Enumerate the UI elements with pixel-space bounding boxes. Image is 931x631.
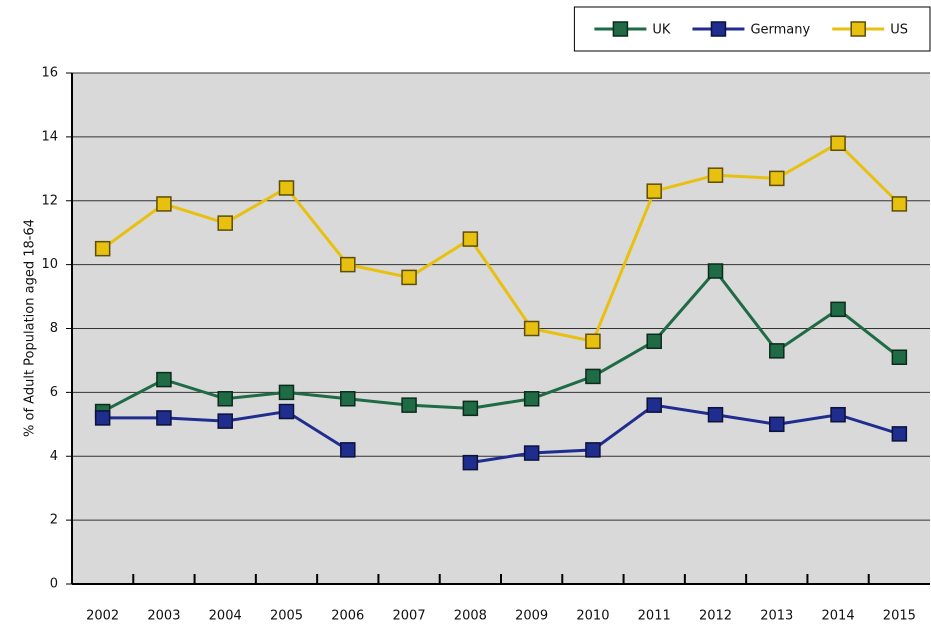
data-point — [707, 167, 724, 183]
data-point — [523, 445, 540, 461]
y-tick-label: 2 — [50, 513, 58, 528]
legend-marker — [850, 21, 866, 37]
data-point — [401, 397, 417, 413]
legend-item: Germany — [692, 21, 811, 38]
data-point — [830, 301, 846, 318]
legend-label: UK — [652, 23, 671, 38]
x-tick-label: 2003 — [147, 609, 180, 624]
data-point — [94, 410, 111, 426]
series-line — [101, 268, 901, 413]
legend-item: US — [832, 21, 908, 38]
y-tick-label: 0 — [50, 577, 58, 592]
data-point — [401, 269, 417, 286]
y-axis-label: % of Adult Population aged 18-64 — [23, 219, 38, 437]
data-point — [156, 196, 172, 212]
data-point — [94, 240, 111, 257]
x-tick-label: 2004 — [209, 609, 242, 624]
data-point — [340, 391, 356, 407]
y-tick-label: 16 — [41, 66, 58, 81]
data-point — [462, 231, 479, 247]
legend-marker — [710, 21, 727, 37]
x-tick-label: 2013 — [760, 609, 793, 624]
data-point — [462, 454, 479, 471]
data-point — [217, 215, 233, 231]
x-tick-label: 2006 — [331, 609, 364, 624]
x-tick-label: 2009 — [515, 609, 548, 624]
x-tick-label: 2002 — [86, 609, 119, 624]
data-point — [278, 384, 295, 401]
data-point — [462, 400, 479, 417]
x-tick-label: 2011 — [638, 609, 671, 624]
y-tick-label: 12 — [41, 193, 58, 208]
data-point — [585, 442, 601, 458]
data-point — [523, 391, 540, 407]
data-point — [891, 349, 908, 365]
data-point — [769, 343, 785, 359]
data-point — [891, 196, 908, 212]
series-line — [101, 141, 901, 343]
data-point — [769, 416, 785, 433]
legend-item: UK — [594, 21, 671, 38]
data-point — [707, 263, 724, 279]
data-point — [156, 371, 172, 388]
data-point — [340, 442, 356, 458]
legend-label: US — [890, 23, 908, 38]
y-tick-label: 8 — [50, 321, 58, 336]
data-point — [830, 135, 846, 152]
x-tick-label: 2014 — [822, 609, 855, 624]
legend-label: Germany — [750, 23, 810, 38]
data-point — [646, 183, 662, 199]
data-point — [707, 406, 724, 423]
x-tick-label: 2010 — [576, 609, 609, 624]
data-point — [769, 170, 785, 187]
y-tick-label: 10 — [41, 257, 58, 272]
x-tick-label: 2012 — [699, 609, 732, 624]
data-point — [646, 397, 662, 413]
legend: UK Germany US — [573, 6, 931, 52]
data-point — [891, 426, 908, 442]
y-tick-label: 4 — [50, 449, 58, 464]
x-tick-label: 2008 — [454, 609, 487, 624]
legend-marker — [612, 21, 629, 37]
data-point — [278, 403, 295, 420]
y-tick-label: 14 — [41, 129, 58, 144]
data-point — [340, 256, 356, 273]
data-point — [523, 320, 540, 337]
x-tick-label: 2015 — [883, 609, 916, 624]
x-tick-label: 2005 — [270, 609, 303, 624]
data-point — [217, 391, 233, 407]
data-point — [585, 333, 601, 350]
data-point — [217, 413, 233, 429]
data-point — [585, 368, 601, 385]
x-tick-label: 2007 — [393, 609, 426, 624]
data-point — [156, 410, 172, 426]
data-point — [646, 333, 662, 350]
y-tick-label: 6 — [50, 385, 58, 400]
data-point — [830, 406, 846, 423]
data-point — [278, 180, 295, 196]
